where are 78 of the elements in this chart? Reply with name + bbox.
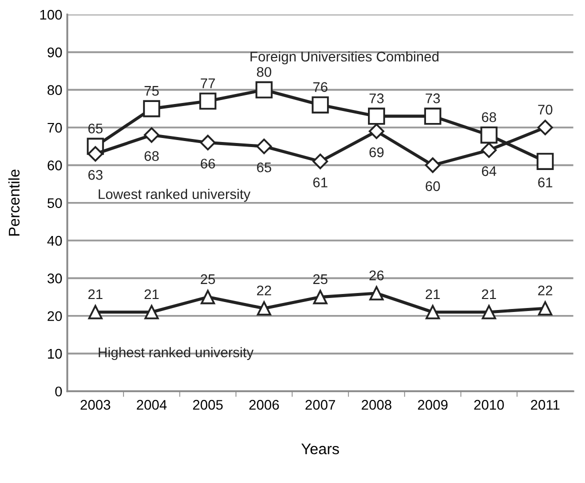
data-label: 69 — [369, 147, 384, 158]
data-label: 64 — [482, 166, 496, 176]
data-label: 60 — [426, 181, 440, 192]
text: Highest ranked university — [98, 347, 254, 360]
data-label: 77 — [200, 78, 215, 88]
y-tick-label: 30 — [47, 274, 62, 284]
point — [88, 304, 103, 320]
y-tick-label: 70 — [48, 122, 62, 133]
data-label: 61 — [313, 178, 328, 188]
y-tick-label: 90 — [48, 48, 62, 58]
data-label: 76 — [313, 82, 328, 92]
data-label: 26 — [369, 270, 384, 280]
data-label: 61 — [538, 178, 552, 188]
data-label: 80 — [256, 67, 272, 77]
x-tick-label: 2009 — [418, 400, 448, 410]
y-tick-label: 40 — [47, 236, 62, 246]
data-label: 21 — [88, 289, 102, 300]
x-tick-label: 2006 — [249, 400, 279, 410]
data-label: 68 — [144, 151, 159, 161]
point — [144, 304, 159, 320]
x-axis-title: Years — [301, 444, 339, 454]
y-tick-label: 80 — [48, 85, 62, 96]
y-tick-label: 0 — [55, 386, 62, 396]
x-tick-label: 2011 — [530, 400, 560, 410]
y-tick-label: 100 — [40, 10, 62, 20]
point — [424, 157, 441, 173]
point — [369, 286, 384, 300]
data-label: 21 — [144, 289, 159, 300]
data-label: 21 — [482, 289, 496, 300]
point — [426, 304, 440, 320]
point — [482, 304, 496, 320]
series-label: Foreign Universities Combined — [250, 51, 438, 64]
data-label: 70 — [538, 104, 552, 115]
x-tick-label: 2007 — [306, 400, 336, 410]
point — [143, 100, 160, 118]
x-tick-label: 2010 — [474, 400, 504, 410]
x-tick-label: 2005 — [193, 400, 223, 410]
data-label: 25 — [200, 274, 215, 284]
point — [200, 290, 215, 304]
data-label: 65 — [88, 124, 103, 134]
point — [537, 120, 553, 136]
data-label: 66 — [200, 158, 215, 169]
point — [312, 96, 329, 114]
data-label: 22 — [538, 286, 552, 296]
x-tick-label: 2003 — [80, 400, 110, 410]
data-label: 21 — [426, 289, 440, 300]
point — [256, 138, 272, 154]
data-label: 22 — [257, 286, 272, 296]
data-label: 73 — [426, 93, 440, 104]
y-tick-label: 60 — [48, 160, 62, 170]
y-tick-label: 50 — [48, 198, 62, 208]
x-tick-label: 2008 — [362, 400, 392, 410]
point — [200, 134, 216, 150]
point — [199, 92, 216, 110]
y-axis-title: Percentile — [8, 170, 20, 236]
point — [144, 127, 160, 143]
point — [368, 108, 386, 125]
text: Lowest ranked university — [98, 188, 250, 202]
point — [481, 142, 497, 158]
data-label: 73 — [370, 93, 384, 104]
point — [256, 81, 273, 98]
point — [256, 301, 272, 316]
point — [536, 152, 554, 170]
point — [424, 108, 442, 125]
data-label: 75 — [144, 86, 159, 96]
x-tick-label: 2004 — [136, 400, 167, 410]
data-label: 68 — [482, 112, 496, 122]
point — [88, 146, 104, 162]
data-label: 25 — [313, 274, 328, 284]
point — [538, 301, 552, 316]
y-tick-label: 10 — [48, 348, 62, 359]
point — [368, 124, 384, 140]
point — [312, 154, 328, 170]
data-label: 63 — [88, 170, 102, 180]
point — [480, 126, 498, 144]
y-tick-label: 20 — [48, 311, 62, 322]
point — [313, 290, 328, 304]
data-label: 65 — [257, 162, 272, 172]
